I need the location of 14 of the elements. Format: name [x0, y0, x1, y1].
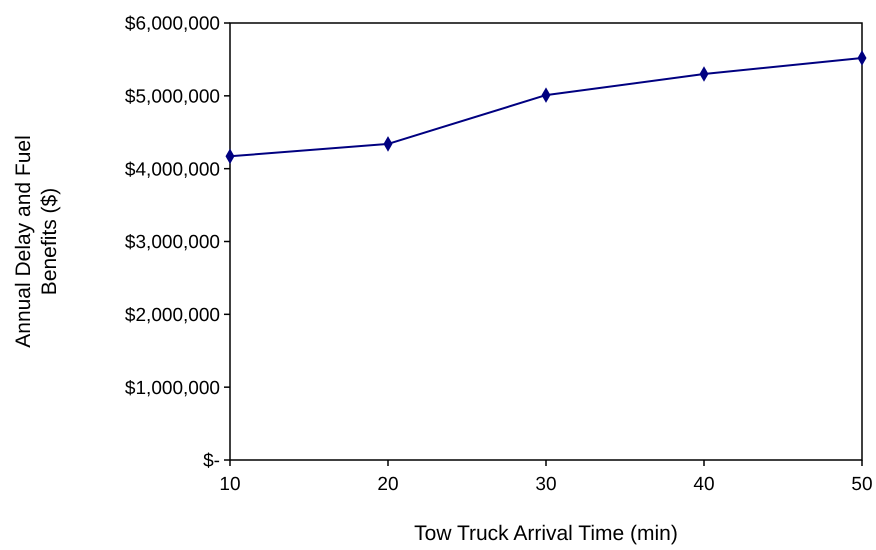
x-tick-label: 20 [377, 474, 399, 495]
x-tick-label: 30 [535, 474, 557, 495]
y-axis-title: Annual Delay and Fuel Benefits ($) [12, 135, 61, 348]
x-axis-title: Tow Truck Arrival Time (min) [414, 522, 678, 545]
y-tick-label: $- [203, 450, 220, 472]
x-tick-label: 10 [219, 474, 241, 495]
y-tick-label: $1,000,000 [124, 378, 220, 399]
x-tick-label: 50 [851, 474, 873, 495]
y-tick-label: $5,000,000 [124, 86, 220, 108]
y-tick-label: $3,000,000 [124, 232, 220, 254]
y-tick-label: $4,000,000 [124, 159, 220, 180]
x-tick-label: 40 [693, 474, 715, 495]
y-tick-label: $2,000,000 [124, 304, 220, 326]
y-tick-label: $6,000,000 [124, 14, 220, 35]
